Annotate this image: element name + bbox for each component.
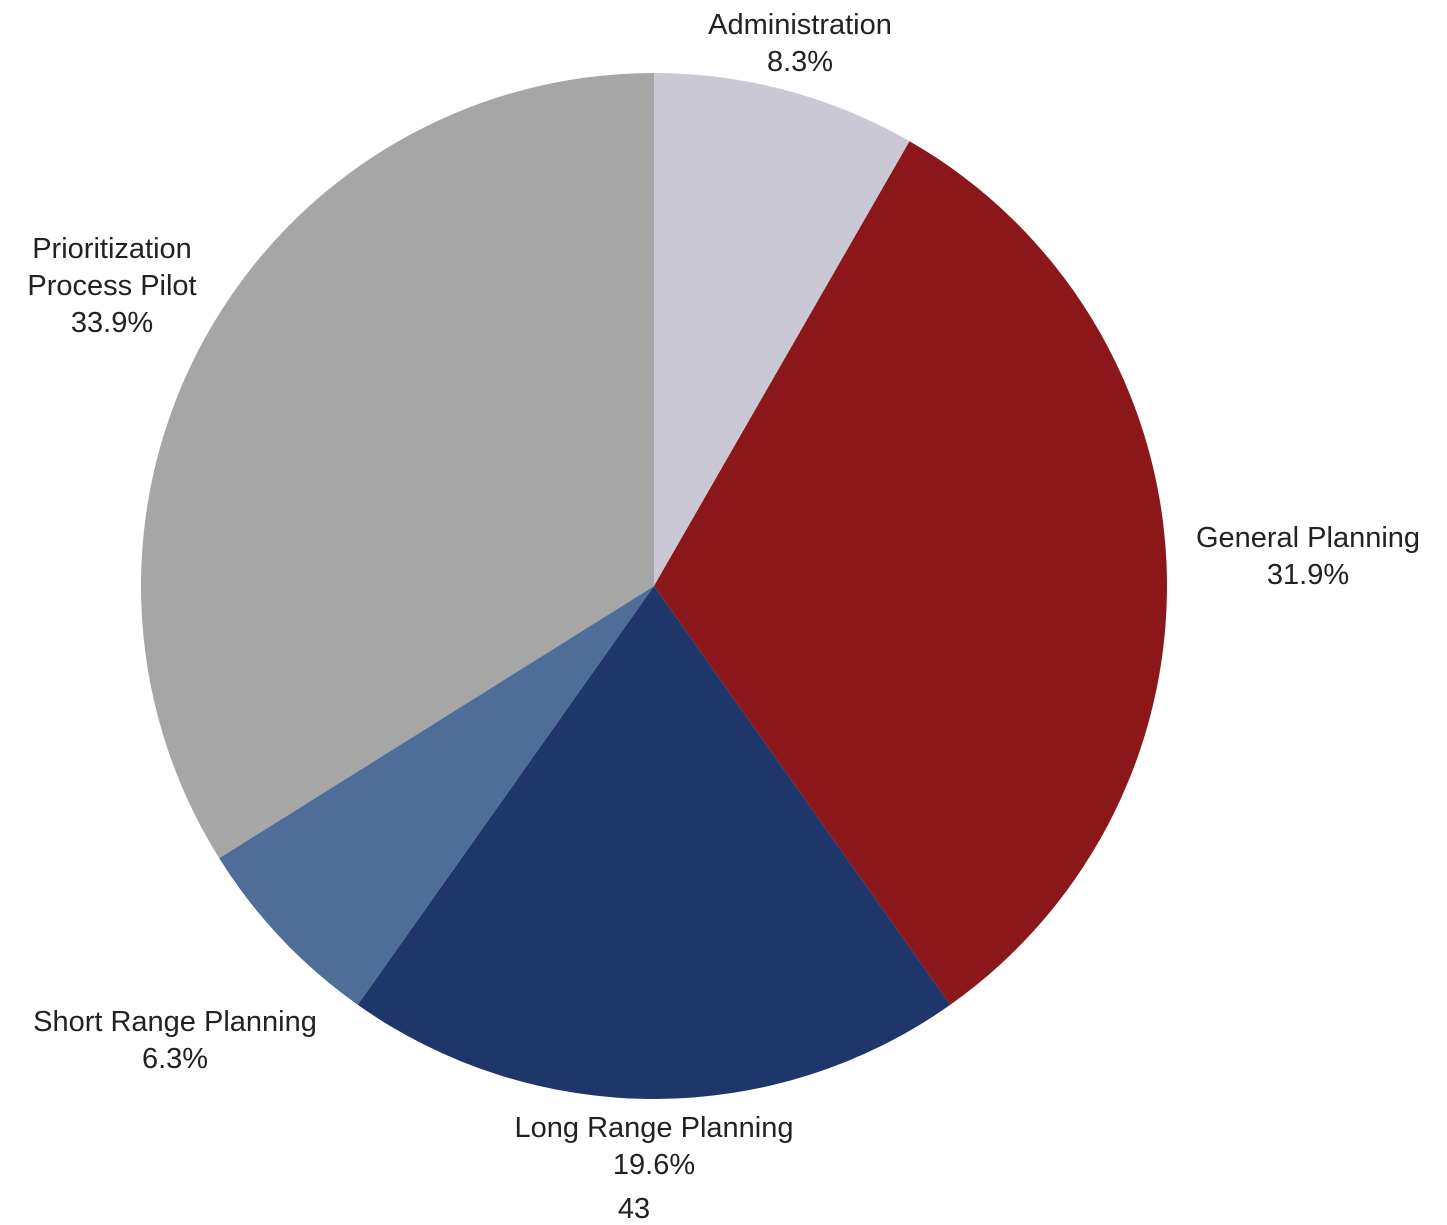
pie-slice-long-range-planning <box>357 586 951 1100</box>
slice-value-short-range-planning: 6.3% <box>142 1043 208 1075</box>
footnote-text: 43 <box>618 1193 650 1225</box>
slice-label-administration: Administration 8.3% <box>708 9 892 78</box>
pie-slice-administration <box>654 73 910 586</box>
slice-label-general-planning: General Planning 31.9% <box>1196 522 1420 591</box>
pie-slice-prioritization-process-pilot <box>141 73 654 859</box>
slice-value-administration: 8.3% <box>767 46 833 78</box>
slice-value-prioritization-process-pilot: 33.9% <box>71 307 153 339</box>
slice-value-long-range-planning: 19.6% <box>613 1149 695 1181</box>
slice-label-long-range-planning: Long Range Planning 19.6% <box>515 1112 794 1181</box>
pie-slice-general-planning <box>654 141 1167 1005</box>
slice-label-short-range-planning: Short Range Planning 6.3% <box>33 1006 317 1075</box>
slice-label-prioritization-process-pilot: Prioritization Process Pilot 33.9% <box>27 233 196 339</box>
slice-labels: Administration 8.3% General Planning 31.9% L… <box>27 9 1420 1181</box>
pie-slice-short-range-planning <box>219 586 654 1005</box>
slice-value-general-planning: 31.9% <box>1267 559 1349 591</box>
pie-slices <box>141 73 1167 1100</box>
